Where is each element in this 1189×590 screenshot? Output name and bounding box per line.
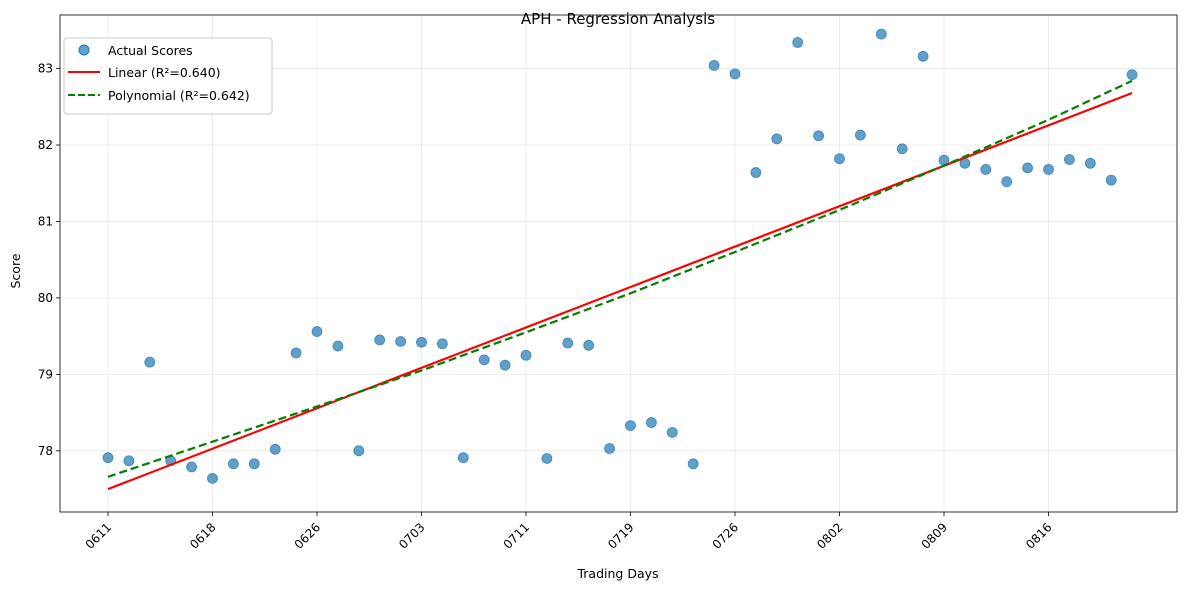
scatter-point (478, 354, 490, 366)
scatter-point (729, 68, 741, 80)
scatter-point (917, 50, 929, 62)
legend-label-polynomial: Polynomial (R²=0.642) (108, 88, 250, 103)
scatter-point (520, 349, 532, 361)
scatter-point (980, 164, 992, 175)
scatter-point (792, 37, 804, 48)
scatter-point (1043, 164, 1054, 175)
scatter-point (416, 336, 427, 348)
legend-marker-actual-scores (78, 44, 90, 56)
scatter-point (562, 337, 574, 349)
plot-frame (59, 14, 1178, 513)
plot-area (102, 28, 1138, 491)
y-axis: 78 79 80 81 82 83 (38, 62, 60, 458)
scatter-point (144, 356, 156, 368)
polynomial-fit-line (107, 79, 1133, 478)
linear-fit-line (107, 91, 1133, 491)
scatter-point (646, 417, 657, 428)
y-tick-label: 83 (38, 62, 53, 76)
scatter-point (583, 339, 595, 351)
legend-label-actual-scores: Actual Scores (108, 43, 193, 58)
scatter-point (834, 153, 845, 165)
x-axis-label: Trading Days (576, 566, 658, 581)
scatter-point (750, 167, 762, 178)
scatter-point (541, 453, 553, 464)
scatter-point (875, 28, 887, 40)
y-tick-label: 78 (38, 444, 53, 458)
scatter-point (290, 347, 302, 359)
scatter-point (269, 443, 281, 455)
scatter-point (1126, 69, 1138, 81)
scatter-point (332, 340, 344, 352)
scatter-point (436, 338, 448, 350)
y-tick-label: 79 (38, 367, 53, 381)
legend-label-linear: Linear (R²=0.640) (108, 65, 221, 80)
scatter-point (207, 472, 218, 484)
scatter-point (1084, 157, 1096, 169)
scatter-point (604, 443, 615, 454)
scatter-point (395, 336, 407, 347)
scatter-point (666, 427, 678, 438)
scatter-point (186, 461, 198, 473)
scatter-point (499, 359, 511, 371)
scatter-point (1001, 176, 1013, 188)
y-axis-label: Score (8, 253, 23, 288)
scatter-point (457, 452, 469, 464)
scatter-point (625, 420, 636, 431)
y-tick-label: 82 (38, 138, 53, 152)
y-tick-label: 80 (38, 291, 53, 305)
scatter-point (708, 60, 720, 71)
scatter-point (248, 458, 260, 470)
scatter-point (374, 334, 386, 346)
legend-frame (63, 37, 273, 115)
scatter-point (1022, 162, 1033, 174)
scatter-point (771, 133, 783, 145)
scatter-point (311, 326, 323, 337)
scatter-point (1064, 154, 1075, 165)
scatter-point (227, 458, 239, 470)
scatter-point (102, 452, 114, 464)
scatter-point (123, 455, 135, 467)
legend: Actual Scores Linear (R²=0.640) Polynomi… (63, 37, 273, 115)
scatter-point (687, 458, 699, 470)
scatter-point (813, 130, 824, 142)
scatter-point (896, 143, 908, 155)
scatter-point (353, 445, 365, 457)
chart-title: APH - Regression Analysis (521, 10, 715, 28)
scatter-point (1105, 174, 1117, 186)
y-tick-label: 81 (38, 214, 53, 228)
scatter-point (855, 129, 866, 141)
